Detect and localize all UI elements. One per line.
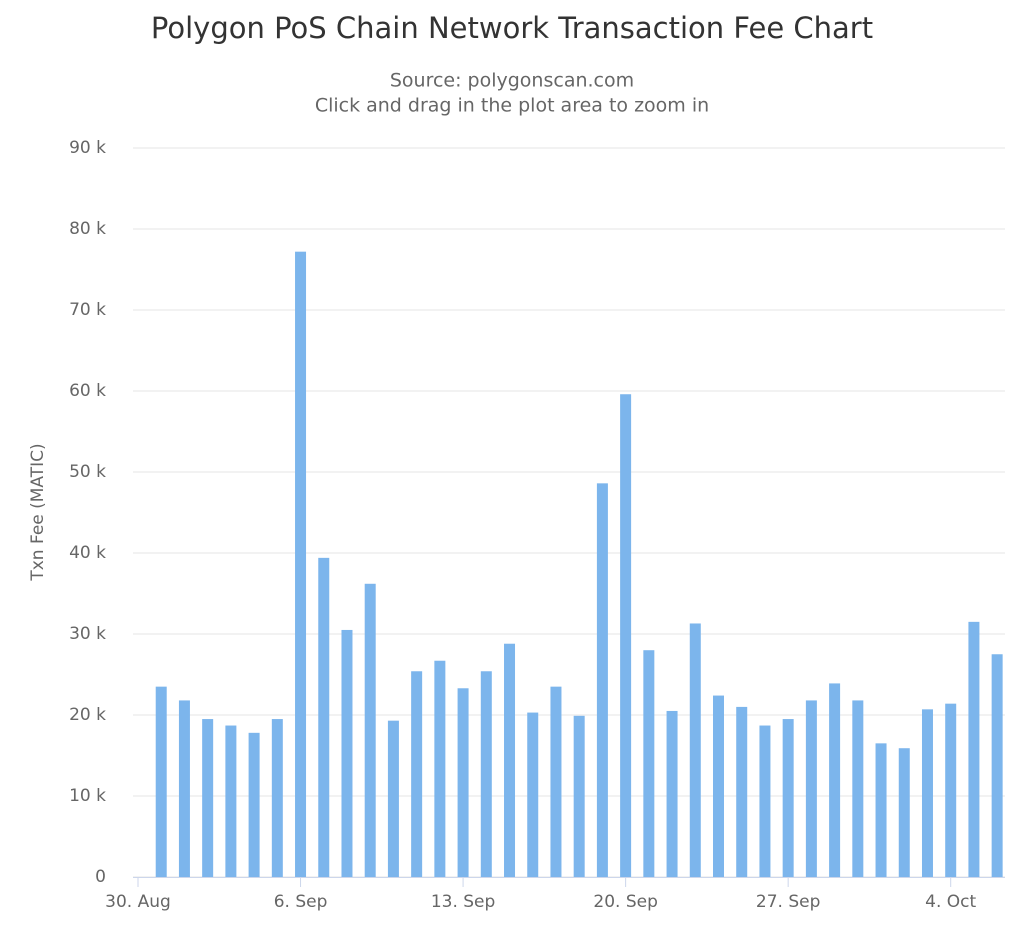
y-tick-label: 90 k [69, 138, 106, 158]
bar [202, 719, 214, 877]
bar [736, 706, 748, 877]
bar [643, 650, 655, 877]
bar [759, 725, 771, 877]
y-tick-label: 50 k [69, 462, 106, 482]
x-tick-label: 30. Aug [105, 892, 171, 912]
y-tick-label: 60 k [69, 381, 106, 401]
bar [504, 643, 516, 877]
bar [387, 720, 399, 877]
bar [550, 686, 562, 877]
chart-subtitle: Click and drag in the plot area to zoom … [315, 95, 709, 117]
y-tick-label: 70 k [69, 300, 106, 320]
bar [295, 251, 307, 877]
bar [411, 671, 423, 877]
y-tick-label: 10 k [69, 786, 106, 806]
bar [805, 700, 817, 877]
bar [248, 732, 260, 877]
y-tick-label: 30 k [69, 624, 106, 644]
bar [596, 483, 608, 877]
bar [364, 583, 376, 877]
bar [318, 557, 330, 877]
bar [875, 743, 887, 877]
bar [666, 710, 678, 877]
bar [782, 719, 794, 877]
bar [713, 695, 724, 877]
bar [271, 719, 283, 877]
x-tick-label: 6. Sep [274, 892, 328, 912]
bar [852, 700, 864, 877]
bar [527, 712, 539, 877]
y-tick-label: 80 k [69, 219, 106, 239]
y-tick-label: 20 k [69, 705, 106, 725]
x-tick-label: 27. Sep [756, 892, 820, 912]
x-tick-label: 20. Sep [593, 892, 657, 912]
bar [178, 700, 190, 877]
bar [921, 709, 933, 877]
chart-subtitle: Source: polygonscan.com [390, 70, 634, 92]
bar [991, 654, 1003, 877]
x-tick-label: 13. Sep [431, 892, 495, 912]
bar [225, 725, 237, 877]
bar [480, 671, 492, 877]
bar [434, 660, 446, 877]
bar [945, 703, 957, 877]
bar [573, 715, 585, 877]
bar [341, 629, 353, 877]
bar [689, 623, 701, 877]
y-tick-label: 0 [95, 867, 106, 887]
bar [155, 686, 167, 877]
y-tick-label: 40 k [69, 543, 106, 563]
bar [968, 621, 980, 877]
bar [898, 748, 910, 877]
x-tick-label: 4. Oct [925, 892, 976, 912]
bar [457, 688, 469, 877]
bar [620, 394, 632, 877]
y-axis-label: Txn Fee (MATIC) [28, 443, 48, 581]
bar [829, 683, 841, 877]
chart-title: Polygon PoS Chain Network Transaction Fe… [151, 11, 873, 45]
